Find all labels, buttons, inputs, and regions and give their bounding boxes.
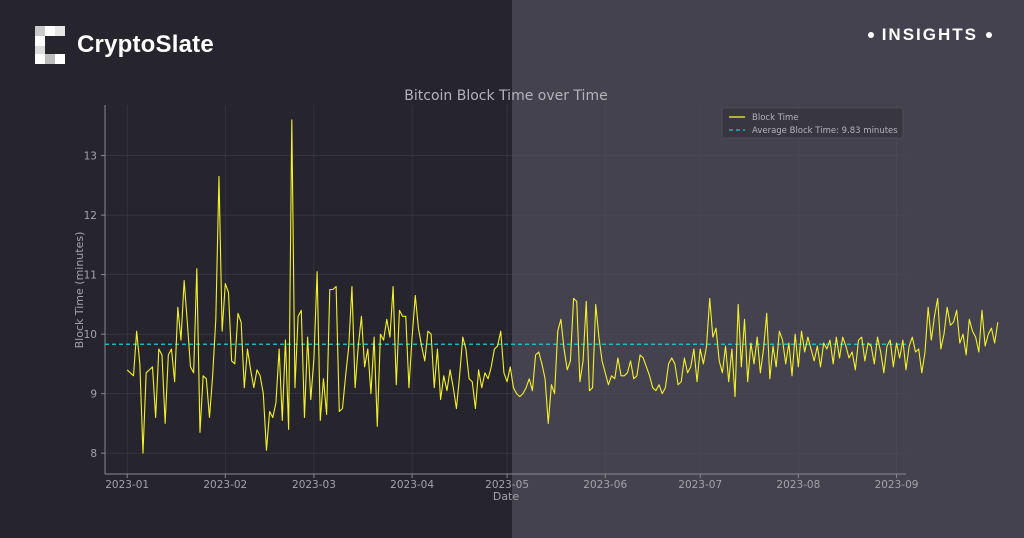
y-tick-label: 8 [90, 448, 97, 460]
brand-header[interactable]: CryptoSlate [35, 26, 214, 64]
bullet-dot-icon [867, 32, 874, 38]
x-tick-label: 2023-05 [485, 479, 529, 491]
right-background-panel [512, 0, 1024, 538]
x-tick-label: 2023-02 [203, 479, 247, 491]
bullet-dot-icon [986, 32, 992, 38]
insights-label: INSIGHTS [881, 25, 978, 44]
x-tick-label: 2023-06 [583, 479, 627, 491]
x-tick-label: 2023-07 [678, 479, 722, 491]
left-background-panel [0, 0, 512, 538]
y-axis-label: Block Time (minutes) [73, 232, 86, 349]
legend-label-average: Average Block Time: 9.83 minutes [752, 126, 898, 136]
x-tick-label: 2023-03 [292, 479, 336, 491]
chart-legend: Block Time Average Block Time: 9.83 minu… [721, 107, 904, 139]
legend-label-block-time: Block Time [752, 113, 799, 123]
y-tick-label: 12 [84, 210, 97, 222]
x-tick-label: 2023-09 [875, 479, 919, 491]
insights-badge: INSIGHTS [860, 25, 1000, 45]
x-tick-label: 2023-04 [390, 479, 434, 491]
y-tick-label: 13 [84, 151, 97, 163]
brand-name: CryptoSlate [77, 31, 214, 58]
x-axis-label: Date [493, 490, 520, 503]
x-axis-ticks: 2023-01 2023-02 2023-03 2023-04 2023-05 2023-… [105, 474, 918, 491]
y-tick-label: 11 [84, 270, 97, 282]
chart-title: Bitcoin Block Time over Time [404, 88, 607, 104]
y-tick-label: 9 [90, 389, 97, 401]
block-time-series-line [126, 119, 999, 454]
chart-grid [105, 105, 906, 474]
y-tick-label: 10 [84, 329, 97, 341]
legend-box [721, 107, 904, 139]
y-axis-ticks: 8 9 10 11 12 13 [84, 151, 105, 460]
x-tick-label: 2023-08 [776, 479, 820, 491]
cryptoslate-logo-icon [35, 26, 65, 64]
x-tick-label: 2023-01 [105, 479, 149, 491]
